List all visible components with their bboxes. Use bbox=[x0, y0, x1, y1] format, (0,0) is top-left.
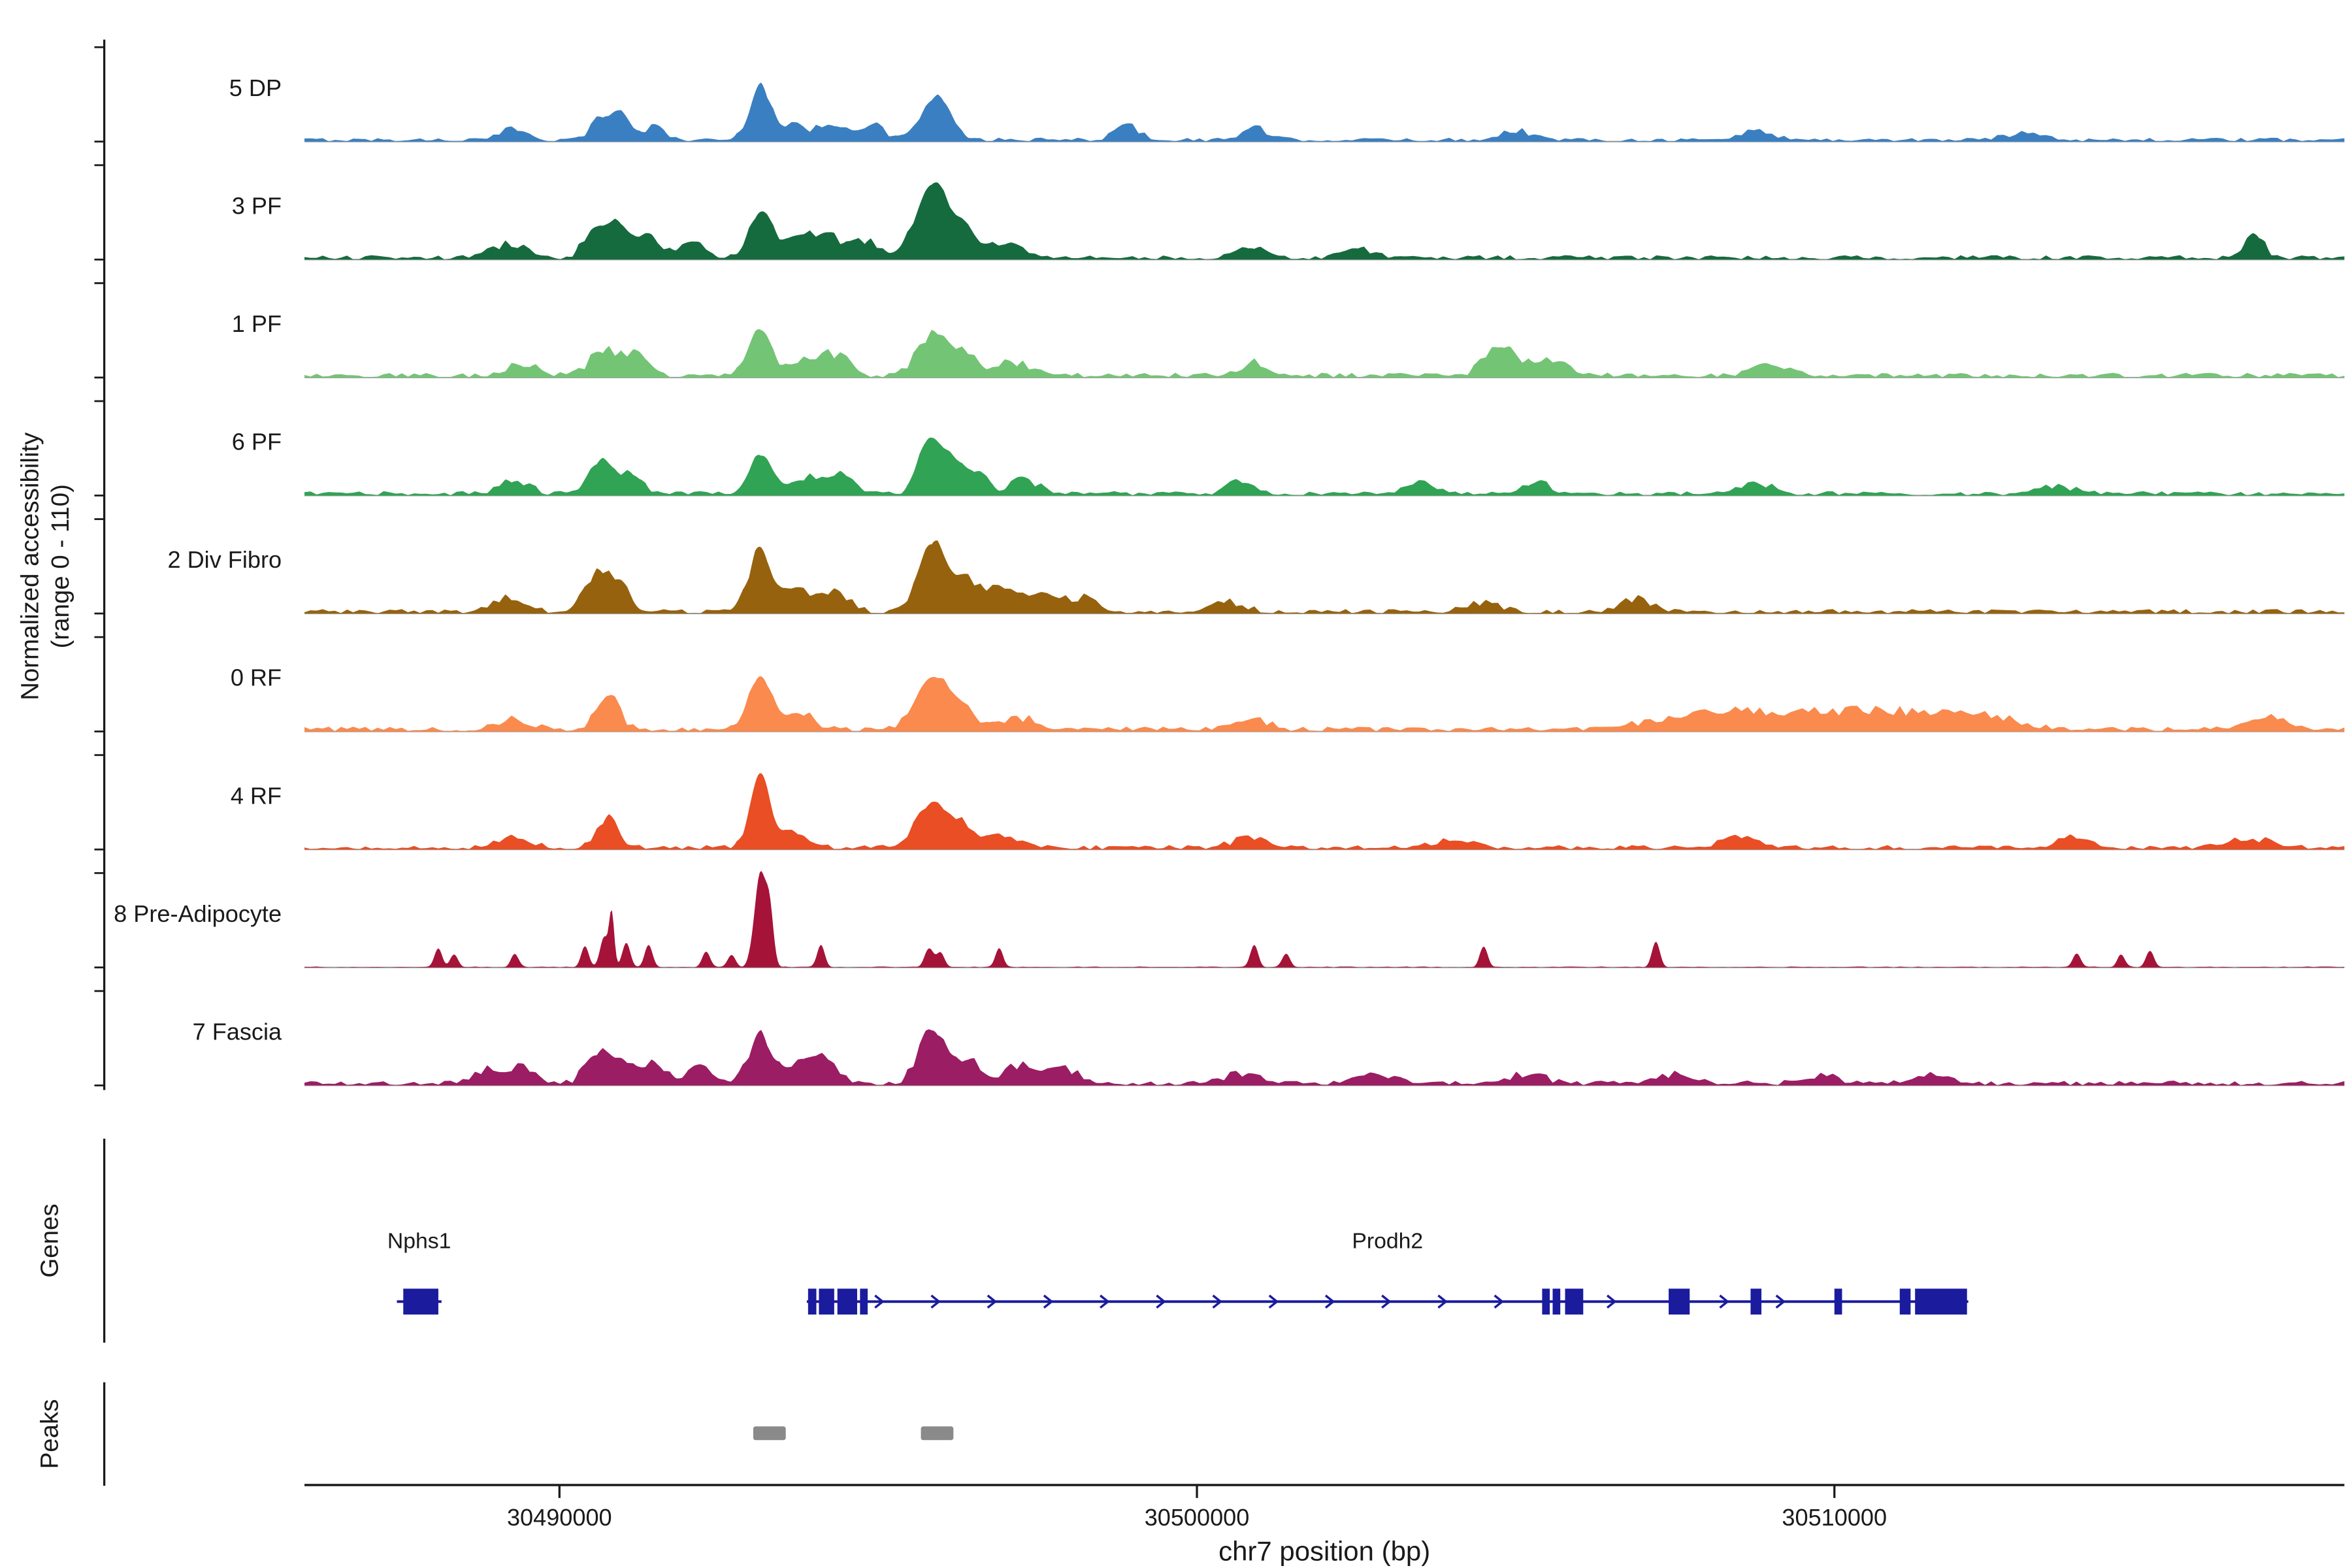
gene-exon bbox=[1834, 1288, 1842, 1315]
track-label: 8 Pre-Adipocyte bbox=[114, 900, 282, 927]
peaks-section-label: Peaks bbox=[36, 1399, 64, 1469]
genes-section-label: Genes bbox=[36, 1203, 64, 1277]
strand-arrow-icon bbox=[1437, 1294, 1448, 1309]
coverage-track-0-rf bbox=[304, 676, 2345, 732]
strand-arrow-icon bbox=[1156, 1294, 1166, 1309]
gene-exon bbox=[808, 1288, 817, 1315]
gene-name-label: Nphs1 bbox=[387, 1229, 451, 1254]
coverage-track-8-pre-adipocyte bbox=[304, 870, 2345, 968]
gene-exon bbox=[1899, 1288, 1911, 1315]
gene-exon bbox=[1542, 1288, 1550, 1315]
x-axis-tick-label: 30500000 bbox=[1145, 1504, 1250, 1531]
gene-exon bbox=[403, 1288, 438, 1315]
gene-models-group: Nphs1 Prodh2 bbox=[387, 1229, 1968, 1315]
gene-exon bbox=[1750, 1288, 1762, 1315]
x-axis-tick-label: 30490000 bbox=[507, 1504, 612, 1531]
track-label: 4 RF bbox=[231, 782, 282, 809]
strand-arrow-icon bbox=[1100, 1294, 1110, 1309]
strand-arrow-icon bbox=[1212, 1294, 1223, 1309]
strand-arrow-icon bbox=[930, 1294, 941, 1309]
gene-name-label: Prodh2 bbox=[1352, 1229, 1423, 1254]
strand-arrow-icon bbox=[1775, 1294, 1786, 1309]
gene-exon bbox=[1669, 1288, 1690, 1315]
track-label: 5 DP bbox=[229, 74, 282, 101]
x-axis-ticks-group: 30490000 30500000 30510000 bbox=[507, 1485, 1887, 1531]
gene-exon bbox=[1565, 1288, 1584, 1315]
y-axis-label-line1: Normalized accessibility bbox=[16, 432, 44, 700]
track-label: 6 PF bbox=[232, 429, 282, 455]
track-label: 1 PF bbox=[232, 310, 282, 337]
track-label: 0 RF bbox=[231, 664, 282, 691]
strand-arrow-icon bbox=[987, 1294, 998, 1309]
x-axis-title: chr7 position (bp) bbox=[1218, 1535, 1430, 1566]
peak-region bbox=[921, 1426, 954, 1441]
coverage-track-2-div-fibro bbox=[304, 540, 2345, 614]
strand-arrow-icon bbox=[1268, 1294, 1279, 1309]
strand-arrow-icon bbox=[874, 1294, 885, 1309]
coverage-track-6-pf bbox=[304, 437, 2345, 496]
y-axis-label-line2: (range 0 - 110) bbox=[46, 484, 74, 648]
coverage-tracks-group: 5 DP 3 PF 1 PF 6 PF 2 Div Fibro 0 RF 4 RF 8 Pre… bbox=[94, 46, 2345, 1086]
gene-exon bbox=[860, 1288, 868, 1315]
coverage-track-7-fascia bbox=[304, 1029, 2345, 1086]
track-label: 7 Fascia bbox=[193, 1018, 282, 1045]
gene-exon bbox=[819, 1288, 834, 1315]
x-axis-tick-label: 30510000 bbox=[1782, 1504, 1887, 1531]
coverage-track-1-pf bbox=[304, 329, 2345, 378]
track-label: 3 PF bbox=[232, 192, 282, 219]
gene-exon bbox=[1552, 1288, 1561, 1315]
strand-arrow-icon bbox=[1719, 1294, 1729, 1309]
gene-exon bbox=[837, 1288, 857, 1315]
peak-region bbox=[753, 1426, 786, 1441]
coverage-track-4-rf bbox=[304, 773, 2345, 850]
coverage-track-5-dp bbox=[304, 82, 2345, 142]
strand-arrow-icon bbox=[1606, 1294, 1617, 1309]
gene-exon bbox=[1915, 1288, 1967, 1315]
strand-arrow-icon bbox=[1324, 1294, 1335, 1309]
peak-calls-group bbox=[753, 1426, 954, 1441]
coverage-track-3-pf bbox=[304, 182, 2345, 260]
strand-arrow-icon bbox=[1043, 1294, 1054, 1309]
strand-arrow-icon bbox=[1494, 1294, 1505, 1309]
strand-arrow-icon bbox=[1381, 1294, 1392, 1309]
track-label: 2 Div Fibro bbox=[167, 546, 282, 573]
